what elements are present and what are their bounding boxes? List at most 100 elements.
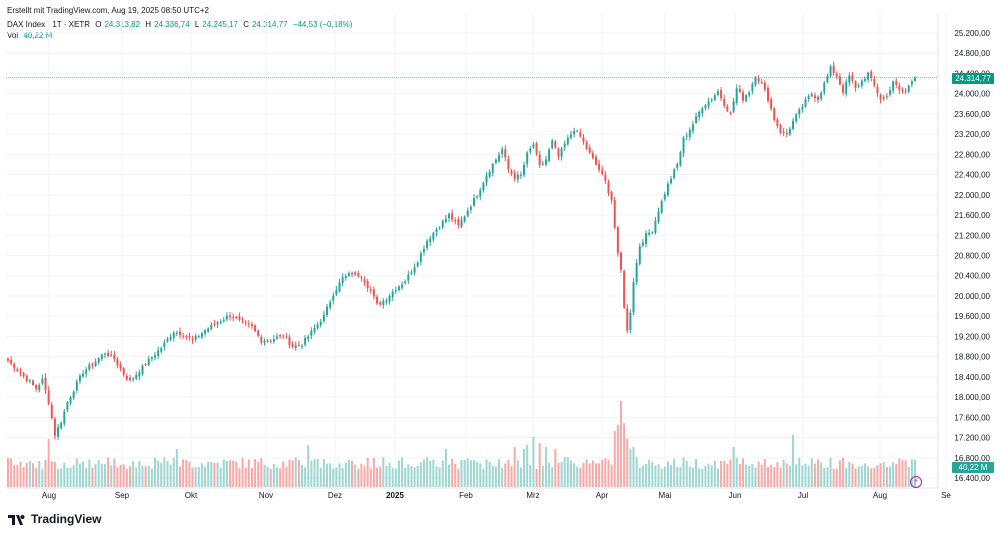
candle-body bbox=[620, 252, 623, 270]
x-tick-label: Aug bbox=[873, 491, 887, 500]
volume-bar bbox=[557, 462, 560, 487]
candle-body bbox=[335, 289, 338, 295]
volume-bar bbox=[785, 463, 788, 487]
volume-bar bbox=[838, 460, 841, 487]
volume-bar bbox=[701, 468, 704, 487]
volume-bar bbox=[845, 467, 848, 487]
y-tick-label: 17.600,00 bbox=[954, 413, 990, 422]
candle-body bbox=[857, 85, 860, 87]
y-tick-label: 21.200,00 bbox=[954, 231, 990, 240]
lightning-icon[interactable]: ⚡ bbox=[910, 476, 922, 488]
candle-body bbox=[88, 364, 91, 370]
candle-body bbox=[28, 380, 31, 382]
candle-body bbox=[210, 324, 213, 330]
volume-bar bbox=[629, 449, 632, 487]
candle-body bbox=[645, 233, 648, 244]
volume-bar bbox=[285, 466, 288, 487]
volume-bar bbox=[444, 449, 447, 487]
candle-body bbox=[225, 315, 228, 320]
candle-body bbox=[588, 147, 591, 153]
x-tick-label: Nov bbox=[259, 491, 273, 500]
volume-bar bbox=[754, 467, 757, 487]
y-tick-label: 23.600,00 bbox=[954, 110, 990, 119]
tradingview-logo[interactable]: TradingView bbox=[8, 512, 101, 526]
candle-body bbox=[557, 148, 560, 157]
volume-bar bbox=[648, 459, 651, 487]
candle-body bbox=[279, 335, 282, 337]
tradingview-brand: TradingView bbox=[31, 512, 102, 526]
volume-bar bbox=[338, 463, 341, 487]
candle-body bbox=[447, 213, 450, 219]
candle-body bbox=[754, 78, 757, 85]
candle-body bbox=[485, 175, 488, 183]
candle-body bbox=[366, 281, 369, 289]
volume-bar bbox=[604, 458, 607, 487]
candle-body bbox=[247, 323, 250, 325]
volume-bar bbox=[260, 458, 263, 487]
volume-bar bbox=[297, 459, 300, 487]
volume-bar bbox=[313, 459, 316, 487]
candle-body bbox=[804, 99, 807, 107]
candle-body bbox=[835, 74, 838, 77]
candle-body bbox=[344, 275, 347, 278]
volume-bar bbox=[660, 468, 663, 487]
volume-label[interactable]: Vol bbox=[7, 31, 19, 40]
candle-body bbox=[792, 120, 795, 129]
volume-bar bbox=[898, 458, 901, 487]
candle-body bbox=[673, 169, 676, 179]
candle-body bbox=[638, 246, 641, 264]
candle-body bbox=[463, 216, 466, 222]
candle-body bbox=[319, 321, 322, 326]
volume-bar bbox=[135, 467, 138, 487]
candle-body bbox=[122, 368, 125, 375]
volume-bar bbox=[426, 457, 429, 487]
candle-body bbox=[601, 169, 604, 175]
volume-bar bbox=[75, 458, 78, 487]
volume-bar bbox=[360, 463, 363, 487]
candle-body bbox=[257, 330, 260, 336]
volume-bar bbox=[510, 465, 513, 487]
y-tick-label: 22.800,00 bbox=[954, 150, 990, 159]
candle-body bbox=[135, 375, 138, 379]
volume-bar bbox=[591, 460, 594, 487]
volume-bar bbox=[438, 467, 441, 487]
x-tick-label: Se bbox=[941, 491, 951, 500]
volume-bar bbox=[548, 462, 551, 487]
volume-bar bbox=[901, 459, 904, 487]
volume-bar bbox=[157, 460, 160, 487]
volume-bar bbox=[372, 458, 375, 487]
volume-bar bbox=[28, 461, 31, 487]
volume-bar bbox=[798, 457, 801, 487]
volume-bar bbox=[319, 467, 322, 487]
candle-body bbox=[741, 92, 744, 101]
volume-bar bbox=[138, 461, 141, 487]
candle-body bbox=[16, 369, 19, 371]
candle-body bbox=[150, 357, 153, 360]
candle-body bbox=[125, 375, 128, 380]
candle-body bbox=[576, 130, 579, 132]
candle-body bbox=[341, 277, 344, 284]
candle-body bbox=[704, 105, 707, 108]
volume-bar bbox=[125, 468, 128, 487]
candle-body bbox=[60, 422, 63, 428]
candle-body bbox=[904, 90, 907, 92]
volume-bar bbox=[153, 457, 156, 487]
volume-bar bbox=[695, 458, 698, 487]
last-volume-tag: 40,22 M bbox=[952, 462, 994, 473]
volume-value: 40,22 M bbox=[23, 31, 53, 40]
candle-body bbox=[914, 77, 916, 81]
volume-bar bbox=[69, 467, 72, 487]
volume-bar bbox=[813, 463, 816, 487]
volume-bar bbox=[250, 467, 253, 487]
candle-body bbox=[316, 324, 319, 329]
volume-bar bbox=[363, 465, 366, 487]
volume-bar bbox=[213, 462, 216, 487]
volume-bar bbox=[63, 462, 66, 487]
volume-bar bbox=[666, 461, 669, 487]
volume-bar bbox=[279, 468, 282, 487]
volume-bar bbox=[704, 465, 707, 487]
volume-bar bbox=[60, 468, 63, 487]
candle-body bbox=[69, 397, 72, 404]
volume-bar bbox=[504, 463, 507, 487]
